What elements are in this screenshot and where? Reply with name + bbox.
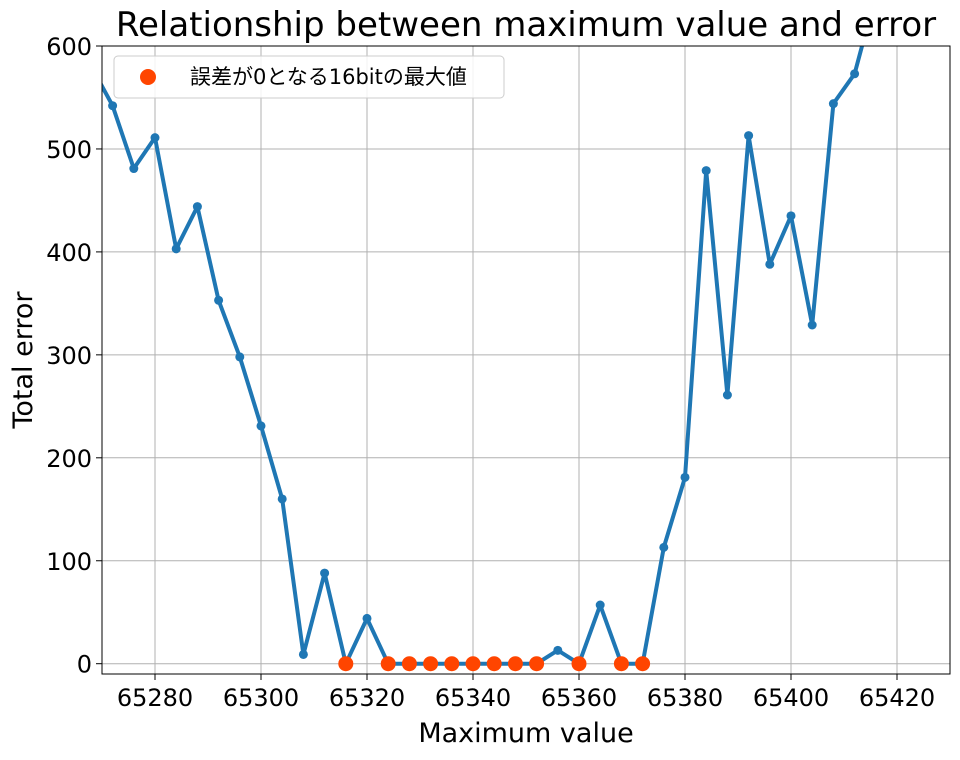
axis-ticks: 65280 65300 65320 65340 65360 65380 65400 65420… — [46, 33, 935, 712]
y-tick-label: 500 — [46, 136, 92, 164]
zero-error-point — [338, 656, 354, 672]
error-point — [722, 390, 732, 400]
plot-frame — [101, 45, 951, 675]
x-tick-label: 65360 — [541, 684, 617, 712]
error-point — [129, 164, 139, 174]
error-point — [744, 131, 754, 141]
legend-marker — [140, 69, 156, 85]
zero-error-point — [613, 656, 629, 672]
error-point — [87, 62, 96, 71]
error-point — [277, 494, 287, 504]
error-point — [362, 613, 372, 623]
error-point — [171, 244, 181, 254]
error-point — [595, 600, 605, 610]
x-tick-label: 65380 — [647, 684, 723, 712]
zero-error-point — [423, 656, 439, 672]
zero-error-point — [380, 656, 396, 672]
zero-error-point — [486, 656, 502, 672]
y-tick-label: 400 — [46, 239, 92, 267]
error-point — [850, 69, 860, 79]
y-tick-label: 300 — [46, 342, 92, 370]
error-point — [659, 542, 669, 552]
zero-error-point — [571, 656, 587, 672]
y-axis-label: Total error — [8, 291, 39, 430]
error-point — [320, 568, 330, 578]
grid — [102, 45, 950, 674]
x-tick-label: 65420 — [859, 684, 935, 712]
y-tick-label: 100 — [46, 548, 92, 576]
chart-title: Relationship between maximum value and e… — [116, 5, 936, 45]
zero-error-point — [529, 656, 545, 672]
x-axis-label: Maximum value — [418, 718, 633, 749]
x-tick-label: 65280 — [117, 684, 193, 712]
zero-error-point — [507, 656, 523, 672]
error-point — [553, 645, 563, 655]
x-tick-label: 65300 — [223, 684, 299, 712]
x-tick-label: 65400 — [753, 684, 829, 712]
zero-error-point — [401, 656, 417, 672]
y-tick-label: 600 — [46, 33, 92, 61]
error-point — [108, 101, 118, 111]
error-point — [701, 166, 711, 176]
error-point — [786, 211, 796, 221]
error-point — [214, 295, 224, 305]
x-tick-label: 65320 — [329, 684, 405, 712]
legend: 誤差が0となる16bitの最大値 — [113, 55, 505, 99]
plot-series — [87, 46, 865, 672]
zero-error-point — [444, 656, 460, 672]
x-tick-label: 65340 — [435, 684, 511, 712]
zero-error-point — [635, 656, 651, 672]
error-point — [192, 202, 202, 212]
error-point — [150, 133, 160, 143]
zero-error-point — [465, 656, 481, 672]
error-point — [765, 259, 775, 269]
y-tick-label: 0 — [77, 651, 92, 679]
legend-label: 誤差が0となる16bitの最大値 — [190, 65, 467, 89]
error-point — [256, 421, 266, 431]
error-point — [828, 99, 838, 109]
error-point — [298, 649, 308, 659]
error-point — [235, 352, 245, 362]
error-point — [807, 320, 817, 330]
legend-box — [113, 55, 505, 99]
y-tick-label: 200 — [46, 445, 92, 473]
error-line — [102, 46, 865, 666]
error-point — [680, 472, 690, 482]
